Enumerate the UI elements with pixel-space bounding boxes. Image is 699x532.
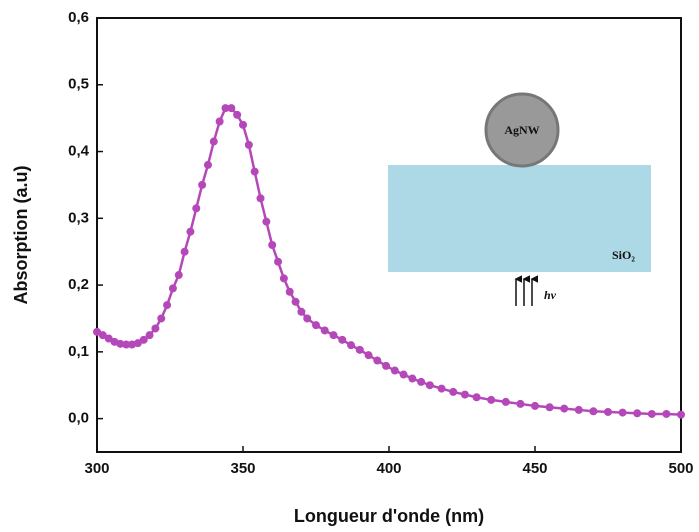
marker bbox=[157, 314, 166, 323]
marker bbox=[133, 339, 142, 348]
marker bbox=[647, 409, 656, 418]
y-tick-label: 0,3 bbox=[68, 209, 89, 226]
x-axis-label: Longueur d'onde (nm) bbox=[294, 506, 484, 526]
x-tick-label: 300 bbox=[84, 460, 109, 477]
marker bbox=[487, 395, 496, 404]
marker bbox=[151, 324, 160, 333]
marker bbox=[618, 408, 627, 417]
marker bbox=[320, 326, 329, 335]
marker bbox=[574, 405, 583, 414]
y-tick-label: 0,2 bbox=[68, 276, 89, 293]
marker bbox=[256, 194, 265, 203]
marker bbox=[198, 180, 207, 189]
marker bbox=[209, 137, 218, 146]
marker bbox=[145, 331, 154, 340]
marker bbox=[417, 377, 426, 386]
marker bbox=[239, 120, 247, 129]
marker bbox=[174, 271, 183, 280]
marker bbox=[163, 301, 172, 310]
marker bbox=[227, 104, 236, 113]
marker bbox=[364, 351, 373, 360]
marker bbox=[545, 403, 554, 412]
marker bbox=[180, 247, 189, 256]
x-tick-label: 350 bbox=[230, 460, 255, 477]
marker bbox=[274, 257, 283, 266]
y-tick-label: 0,6 bbox=[68, 9, 89, 26]
marker bbox=[560, 404, 569, 413]
marker bbox=[425, 381, 434, 390]
y-tick-label: 0,4 bbox=[68, 143, 90, 160]
marker bbox=[460, 390, 469, 399]
marker bbox=[116, 339, 125, 348]
nanowire bbox=[484, 92, 560, 168]
marker bbox=[662, 409, 671, 418]
marker bbox=[297, 307, 306, 316]
marker bbox=[472, 393, 481, 402]
marker bbox=[168, 284, 177, 293]
marker bbox=[203, 160, 212, 169]
marker bbox=[139, 335, 148, 344]
y-axis-label: Absorption (a.u) bbox=[11, 166, 31, 305]
annotation: hν bbox=[544, 288, 557, 302]
marker bbox=[633, 409, 642, 418]
marker bbox=[250, 167, 259, 176]
x-tick-label: 500 bbox=[668, 460, 693, 477]
marker bbox=[262, 217, 271, 226]
marker bbox=[303, 314, 312, 323]
marker bbox=[382, 361, 391, 370]
marker bbox=[501, 397, 510, 406]
marker bbox=[338, 335, 347, 344]
marker bbox=[221, 104, 230, 113]
marker bbox=[677, 410, 685, 419]
x-tick-label: 400 bbox=[376, 460, 401, 477]
marker bbox=[104, 334, 113, 343]
substrate bbox=[388, 165, 651, 272]
marker bbox=[516, 399, 525, 408]
marker bbox=[399, 370, 408, 379]
marker bbox=[186, 227, 195, 236]
y-tick-label: 0,1 bbox=[68, 343, 89, 360]
y-tick-label: 0,0 bbox=[68, 410, 89, 427]
marker bbox=[93, 327, 101, 336]
marker bbox=[437, 384, 446, 393]
marker bbox=[449, 387, 458, 396]
marker bbox=[312, 321, 320, 330]
marker bbox=[373, 356, 382, 365]
marker bbox=[192, 204, 201, 213]
marker bbox=[98, 331, 107, 340]
annotation: AgNW bbox=[504, 123, 539, 137]
marker bbox=[268, 241, 277, 250]
annotation: SiO₂ bbox=[612, 248, 635, 262]
marker bbox=[390, 366, 399, 375]
marker bbox=[215, 117, 224, 126]
marker bbox=[329, 331, 338, 340]
marker bbox=[589, 407, 598, 416]
marker bbox=[347, 341, 356, 350]
marker bbox=[355, 345, 364, 354]
inset: AgNW SiO₂ hν bbox=[388, 92, 651, 306]
marker bbox=[531, 401, 539, 410]
marker bbox=[122, 340, 131, 349]
marker bbox=[279, 274, 288, 283]
x-tick-label: 450 bbox=[522, 460, 547, 477]
marker bbox=[408, 374, 417, 383]
marker bbox=[285, 287, 294, 296]
marker bbox=[291, 297, 300, 306]
marker bbox=[604, 407, 612, 416]
y-tick-label: 0,5 bbox=[68, 76, 89, 93]
marker bbox=[244, 140, 253, 149]
marker bbox=[233, 110, 242, 119]
